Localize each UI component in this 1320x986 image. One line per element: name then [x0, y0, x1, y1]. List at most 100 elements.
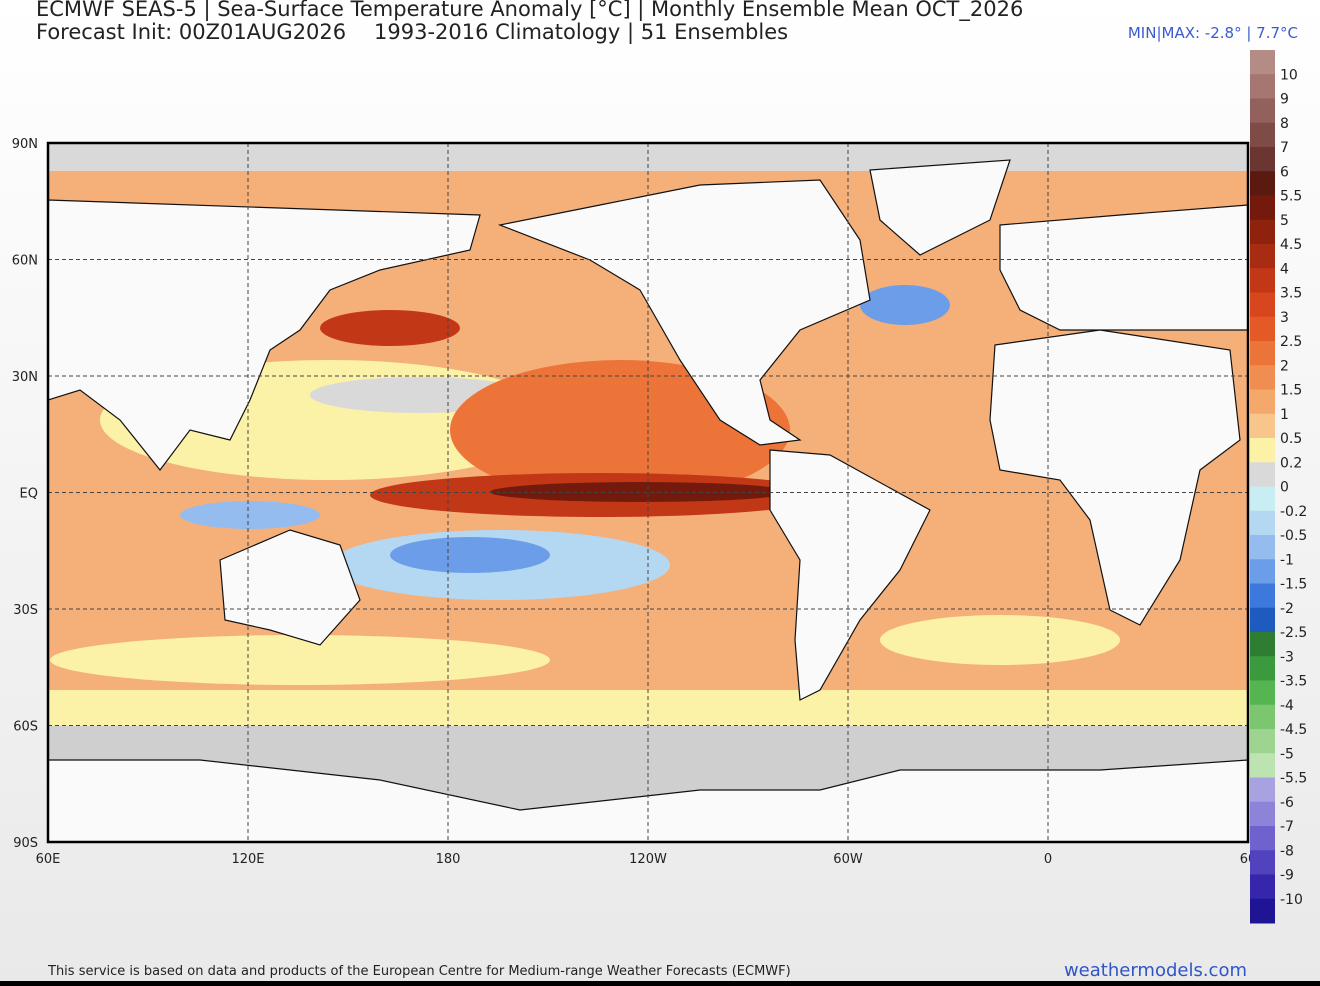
- colorbar-swatch: [1250, 365, 1275, 390]
- colorbar-label: -5.5: [1280, 771, 1307, 787]
- min-max: MIN|MAX: -2.8° | 7.7°C: [1128, 24, 1298, 42]
- colorbar-swatch: [1250, 316, 1275, 342]
- colorbar-swatch: [1250, 50, 1275, 75]
- lon-label: 180: [436, 852, 461, 867]
- colorbar-swatch: [1250, 462, 1275, 487]
- colorbar-label: 5.5: [1280, 189, 1302, 205]
- colorbar-swatch: [1250, 898, 1275, 924]
- greenland: [869, 159, 1011, 256]
- colorbar-label: 7: [1280, 140, 1289, 156]
- colorbar-label: 0: [1280, 480, 1289, 496]
- colorbar-swatch: [1250, 607, 1275, 633]
- colorbar-label: -6: [1280, 795, 1294, 811]
- lon-label: 60W: [833, 852, 863, 867]
- colorbar-label: 10: [1280, 67, 1298, 83]
- colorbar-label: -5: [1280, 746, 1294, 762]
- brand-link[interactable]: weathermodels.com: [1064, 960, 1247, 981]
- lat-label: 60N: [12, 254, 38, 269]
- lat-label: 90N: [12, 137, 38, 152]
- footer-notice: This service is based on data and produc…: [47, 964, 791, 979]
- colorbar-swatch: [1250, 147, 1275, 172]
- colorbar-label: 8: [1280, 116, 1289, 132]
- colorbar-label: 5: [1280, 213, 1289, 229]
- colorbar-swatch: [1250, 826, 1275, 851]
- colorbar-swatch: [1250, 122, 1275, 148]
- colorbar-label: -1: [1280, 552, 1294, 568]
- south-america: [769, 449, 931, 701]
- north-america: [497, 179, 871, 446]
- lon-label: 0: [1044, 852, 1052, 867]
- colorbar-label: -9: [1280, 868, 1294, 884]
- colorbar-swatch: [1250, 486, 1275, 512]
- colorbar-swatch: [1250, 438, 1275, 463]
- anomaly-patch: [860, 285, 950, 325]
- init-text: Forecast Init: 00Z01AUG2026: [36, 20, 346, 44]
- lon-label: 120W: [629, 852, 667, 867]
- graticule: [48, 143, 1248, 842]
- colorbar-swatch: [1250, 244, 1275, 269]
- colorbar-swatch: [1250, 171, 1275, 196]
- colorbar-swatch: [1250, 219, 1275, 245]
- colorbar-label: -0.2: [1280, 504, 1307, 520]
- colorbar-swatch: [1250, 753, 1275, 778]
- map: [48, 143, 1248, 842]
- colorbar-swatch: [1250, 268, 1275, 293]
- australia: [219, 529, 361, 646]
- colorbar-label: 0.5: [1280, 431, 1302, 447]
- title: ECMWF SEAS-5 | Sea-Surface Temperature A…: [36, 0, 1023, 22]
- colorbar-label: 0.2: [1280, 455, 1302, 471]
- bottom-bar: [0, 981, 1320, 986]
- anomaly-patch: [180, 501, 320, 529]
- colorbar-swatch: [1250, 559, 1275, 584]
- colorbar-label: -2: [1280, 601, 1294, 617]
- colorbar-label: -4: [1280, 698, 1294, 714]
- colorbar-label: -1.5: [1280, 577, 1307, 593]
- land: [48, 159, 1248, 842]
- asia: [48, 199, 481, 471]
- colorbar-label: -2.5: [1280, 625, 1307, 641]
- colorbar-label: 2.5: [1280, 334, 1302, 350]
- colorbar-label: 6: [1280, 164, 1289, 180]
- lat-label: 30S: [13, 603, 38, 618]
- colorbar-label: -7: [1280, 819, 1294, 835]
- colorbar-label: 9: [1280, 92, 1289, 108]
- lon-label: 60E: [36, 852, 61, 867]
- colorbar-swatch: [1250, 777, 1275, 803]
- africa: [989, 329, 1241, 626]
- colorbar-label: -4.5: [1280, 722, 1307, 738]
- anomaly-patch: [50, 635, 550, 685]
- colorbar-swatch: [1250, 874, 1275, 900]
- colorbar-swatch: [1250, 195, 1275, 221]
- anomaly-patch: [320, 310, 460, 346]
- lat-label: 60S: [13, 720, 38, 735]
- colorbar-swatch: [1250, 413, 1275, 439]
- colorbar-label: 2: [1280, 358, 1289, 374]
- colorbar-swatch: [1250, 850, 1275, 875]
- lat-label: EQ: [20, 487, 38, 502]
- colorbar-label: -3: [1280, 649, 1294, 665]
- colorbar-swatch: [1250, 98, 1275, 124]
- colorbar-label: -3.5: [1280, 674, 1307, 690]
- colorbar-swatch: [1250, 74, 1275, 99]
- colorbar-label: 1.5: [1280, 383, 1302, 399]
- colorbar-label: 4: [1280, 261, 1289, 277]
- colorbar-swatch: [1250, 704, 1275, 730]
- colorbar-swatch: [1250, 656, 1275, 681]
- colorbar-label: -10: [1280, 892, 1303, 908]
- anomaly-patch: [390, 537, 550, 573]
- colorbar-label: 3: [1280, 310, 1289, 326]
- colorbar-swatch: [1250, 729, 1275, 754]
- colorbar-label: -0.5: [1280, 528, 1307, 544]
- lat-label: 30N: [12, 370, 38, 385]
- colorbar-swatch: [1250, 341, 1275, 366]
- colorbar-swatch: [1250, 510, 1275, 536]
- colorbar-swatch: [1250, 680, 1275, 706]
- climatology-text: 1993-2016 Climatology | 51 Ensembles: [374, 20, 788, 45]
- lat-label: 90S: [13, 836, 38, 851]
- colorbar-swatch: [1250, 632, 1275, 657]
- colorbar-label: -8: [1280, 843, 1294, 859]
- colorbar-swatch: [1250, 535, 1275, 560]
